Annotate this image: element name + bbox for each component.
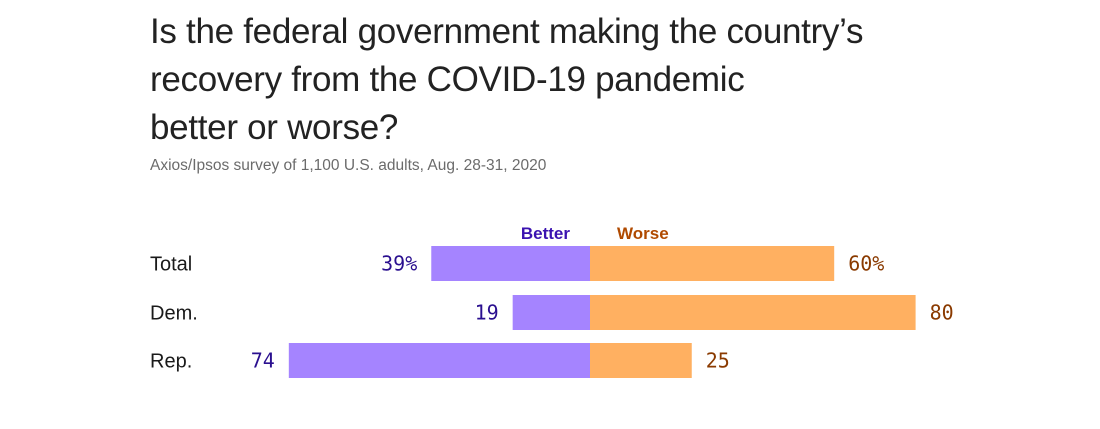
category-label: Dem. bbox=[150, 303, 198, 325]
category-label: Total bbox=[150, 254, 192, 276]
title-line-3: better or worse? bbox=[150, 108, 399, 147]
bar-worse bbox=[590, 246, 835, 281]
value-label-better: 19 bbox=[475, 301, 499, 325]
bar-worse bbox=[590, 343, 692, 378]
bar-better bbox=[288, 343, 590, 378]
value-label-better: 39% bbox=[381, 252, 417, 276]
legend-better: Better bbox=[521, 224, 571, 243]
value-label-worse: 80 bbox=[930, 301, 954, 325]
bar-better bbox=[431, 246, 590, 281]
title-line-2: recovery from the COVID-19 pandemic bbox=[150, 60, 745, 99]
bar-better bbox=[512, 295, 590, 330]
value-label-better: 74 bbox=[251, 349, 275, 373]
title-line-1: Is the federal government making the cou… bbox=[150, 12, 864, 51]
category-label: Rep. bbox=[150, 351, 192, 373]
legend-worse: Worse bbox=[617, 224, 669, 243]
value-label-worse: 60% bbox=[848, 252, 884, 276]
bar-worse bbox=[590, 295, 916, 330]
chart-title: Is the federal government making the cou… bbox=[150, 8, 970, 152]
chart-subtitle: Axios/Ipsos survey of 1,100 U.S. adults,… bbox=[150, 157, 547, 174]
value-label-worse: 25 bbox=[706, 349, 730, 373]
bar-rows: Total 39% 60% Dem. 19 80 Rep. 74 25 bbox=[150, 246, 954, 378]
